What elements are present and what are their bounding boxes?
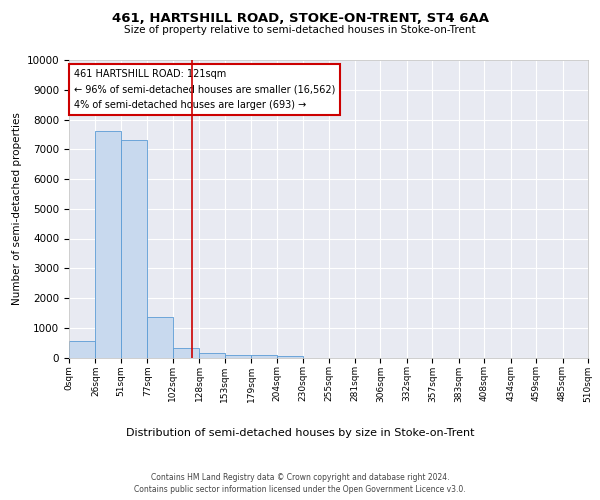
Text: Contains HM Land Registry data © Crown copyright and database right 2024.
Contai: Contains HM Land Registry data © Crown c… (134, 472, 466, 494)
Bar (95, 132, 121, 358)
Text: 461, HARTSHILL ROAD, STOKE-ON-TRENT, ST4 6AA: 461, HARTSHILL ROAD, STOKE-ON-TRENT, ST4… (112, 12, 488, 26)
Bar (251, 354, 277, 358)
Bar (199, 353, 224, 358)
Bar (173, 348, 199, 358)
Bar (277, 356, 303, 358)
Text: Distribution of semi-detached houses by size in Stoke-on-Trent: Distribution of semi-detached houses by … (126, 428, 474, 438)
Bar (69, 341, 95, 357)
Text: Size of property relative to semi-detached houses in Stoke-on-Trent: Size of property relative to semi-detach… (124, 25, 476, 35)
Bar (121, 140, 148, 358)
Bar (148, 318, 173, 358)
Bar (224, 354, 251, 358)
Text: 461 HARTSHILL ROAD: 121sqm
← 96% of semi-detached houses are smaller (16,562)
4%: 461 HARTSHILL ROAD: 121sqm ← 96% of semi… (74, 69, 335, 110)
Y-axis label: Number of semi-detached properties: Number of semi-detached properties (13, 112, 22, 305)
